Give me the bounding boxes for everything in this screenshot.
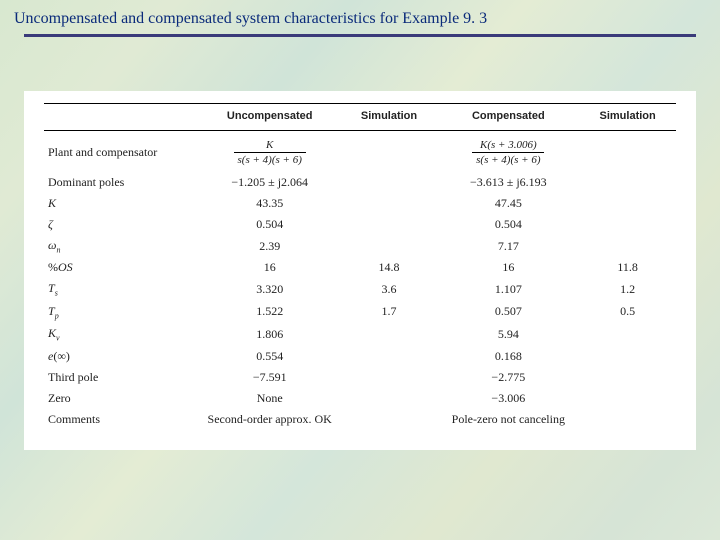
table-row: Ts3.3203.61.1071.2: [44, 278, 676, 300]
cell-sim2: [579, 235, 676, 257]
table-row: ZeroNone −3.006: [44, 388, 676, 409]
cell-sim2: 1.2: [579, 278, 676, 300]
table-row: ωn2.39 7.17: [44, 235, 676, 257]
cell-sim1: [341, 214, 438, 235]
cell-comp: 7.17: [437, 235, 579, 257]
cell-sim2: [579, 214, 676, 235]
table-row: K43.35 47.45: [44, 193, 676, 214]
cell-comp: −3.006: [437, 388, 579, 409]
cell-sim1: 3.6: [341, 278, 438, 300]
table-row: Kv1.806 5.94: [44, 323, 676, 345]
page-title: Uncompensated and compensated system cha…: [14, 10, 706, 28]
cell-uncomp: 1.806: [199, 323, 341, 345]
col-header-uncompensated: Uncompensated: [199, 104, 341, 131]
cell-sim1: [341, 235, 438, 257]
cell-comp: 0.507: [437, 301, 579, 323]
cell-comp: 5.94: [437, 323, 579, 345]
cell-sim1: [341, 388, 438, 409]
cell-sim1: [341, 346, 438, 367]
col-header-compensated: Compensated: [437, 104, 579, 131]
cell-comp: Pole-zero not canceling: [437, 409, 579, 430]
cell-uncomp: Ks(s + 4)(s + 6): [199, 131, 341, 173]
cell-comp: −3.613 ± j6.193: [437, 172, 579, 193]
cell-sim1: 1.7: [341, 301, 438, 323]
cell-sim1: [341, 367, 438, 388]
cell-comp: 0.504: [437, 214, 579, 235]
cell-comp: −2.775: [437, 367, 579, 388]
cell-comp: 1.107: [437, 278, 579, 300]
cell-uncomp: None: [199, 388, 341, 409]
cell-sim1: 14.8: [341, 257, 438, 278]
row-label: K: [44, 193, 199, 214]
cell-sim2: [579, 367, 676, 388]
cell-sim2: 11.8: [579, 257, 676, 278]
cell-sim1: [341, 172, 438, 193]
cell-sim2: [579, 323, 676, 345]
cell-sim1: [341, 323, 438, 345]
cell-comp: K(s + 3.006)s(s + 4)(s + 6): [437, 131, 579, 173]
cell-comp: 16: [437, 257, 579, 278]
cell-sim2: [579, 388, 676, 409]
col-header-simulation-1: Simulation: [341, 104, 438, 131]
row-label: Dominant poles: [44, 172, 199, 193]
cell-comp: 0.168: [437, 346, 579, 367]
cell-sim2: [579, 131, 676, 173]
cell-uncomp: 43.35: [199, 193, 341, 214]
cell-sim2: [579, 346, 676, 367]
cell-sim1: [341, 409, 438, 430]
cell-uncomp: Second-order approx. OK: [199, 409, 341, 430]
row-label: ζ: [44, 214, 199, 235]
cell-sim1: [341, 193, 438, 214]
row-label: Zero: [44, 388, 199, 409]
col-header-simulation-2: Simulation: [579, 104, 676, 131]
row-label: Tp: [44, 301, 199, 323]
characteristics-table: Uncompensated Simulation Compensated Sim…: [44, 103, 676, 430]
cell-sim1: [341, 131, 438, 173]
cell-sim2: [579, 193, 676, 214]
table-container: Uncompensated Simulation Compensated Sim…: [24, 91, 696, 450]
cell-uncomp: 1.522: [199, 301, 341, 323]
table-row: Plant and compensatorKs(s + 4)(s + 6) K(s…: [44, 131, 676, 173]
table-header-row: Uncompensated Simulation Compensated Sim…: [44, 104, 676, 131]
table-row: Third pole−7.591 −2.775: [44, 367, 676, 388]
row-label: Third pole: [44, 367, 199, 388]
cell-uncomp: −7.591: [199, 367, 341, 388]
row-label: ωn: [44, 235, 199, 257]
table-row: %OS1614.81611.8: [44, 257, 676, 278]
cell-uncomp: 16: [199, 257, 341, 278]
table-row: ζ0.5040.504: [44, 214, 676, 235]
cell-uncomp: 0.554: [199, 346, 341, 367]
col-header-blank: [44, 104, 199, 131]
row-label: Kv: [44, 323, 199, 345]
cell-uncomp: 0.504: [199, 214, 341, 235]
table-body: Plant and compensatorKs(s + 4)(s + 6) K(s…: [44, 131, 676, 430]
cell-sim2: [579, 172, 676, 193]
cell-sim2: [579, 409, 676, 430]
cell-uncomp: −1.205 ± j2.064: [199, 172, 341, 193]
title-underline: [24, 34, 696, 37]
cell-sim2: 0.5: [579, 301, 676, 323]
row-label: e(∞): [44, 346, 199, 367]
row-label: %OS: [44, 257, 199, 278]
row-label: Ts: [44, 278, 199, 300]
row-label: Comments: [44, 409, 199, 430]
table-row: e(∞)0.554 0.168: [44, 346, 676, 367]
table-row: CommentsSecond-order approx. OK Pole-zero…: [44, 409, 676, 430]
cell-comp: 47.45: [437, 193, 579, 214]
cell-uncomp: 3.320: [199, 278, 341, 300]
cell-uncomp: 2.39: [199, 235, 341, 257]
table-row: Tp1.5221.70.5070.5: [44, 301, 676, 323]
row-label: Plant and compensator: [44, 131, 199, 173]
title-bar: Uncompensated and compensated system cha…: [0, 0, 720, 43]
table-row: Dominant poles−1.205 ± j2.064 −3.613 ± j6…: [44, 172, 676, 193]
